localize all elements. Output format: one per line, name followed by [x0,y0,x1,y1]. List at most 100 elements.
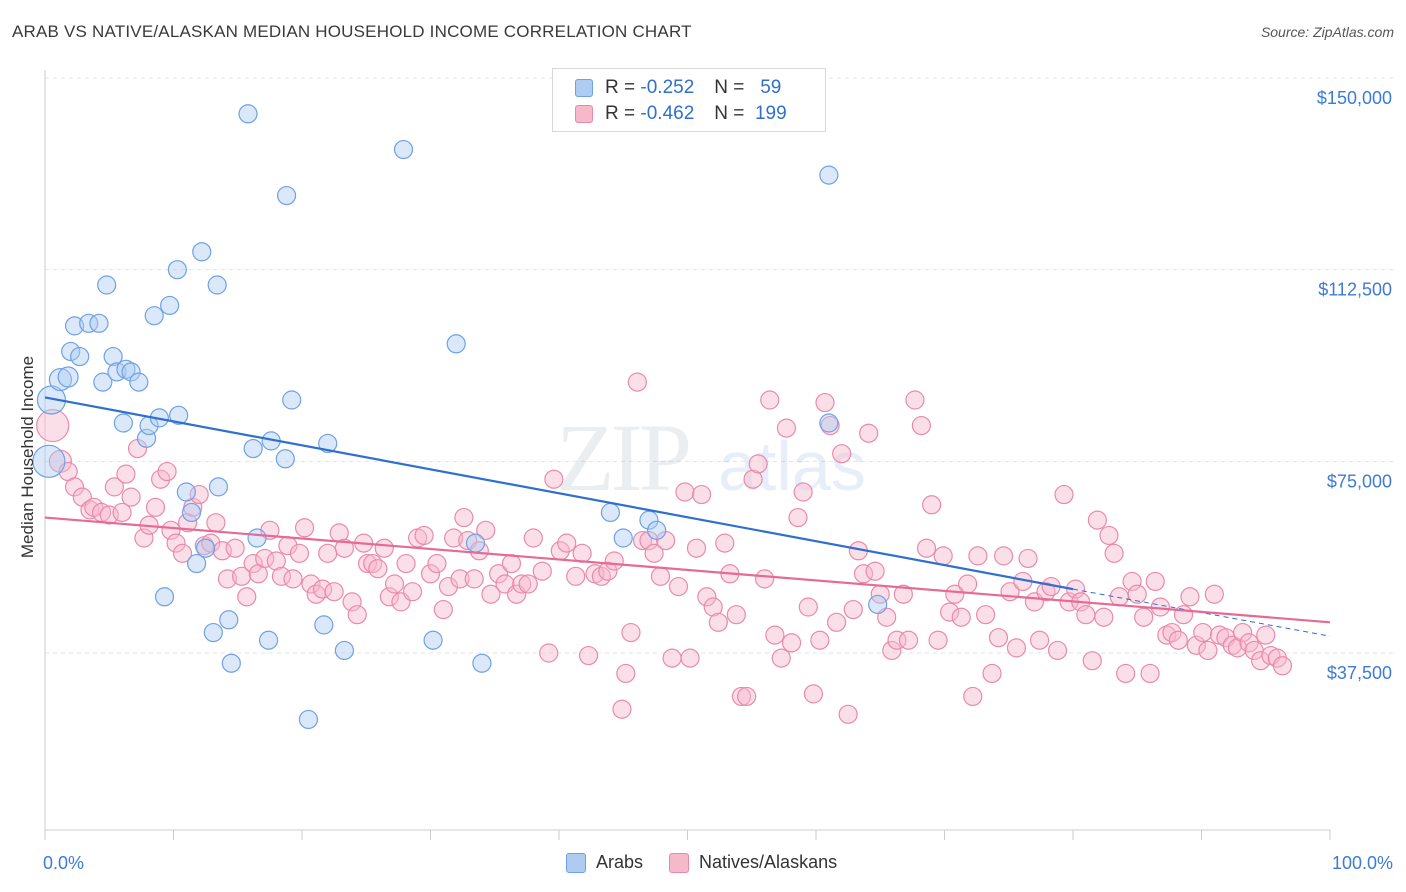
arab-point [221,653,241,673]
arab-point [314,615,334,635]
native-point [865,561,885,581]
native-point [334,538,355,558]
trend-lines [44,396,1331,637]
native-point [544,469,564,489]
native-point [402,582,423,602]
native-point [283,569,303,589]
native-point [1198,640,1218,661]
native-point [121,487,141,507]
native-point [532,561,552,581]
native-point [1127,584,1147,604]
legend-row-arabs: R = -0.252 N = 59 [575,76,781,100]
arab-point [57,366,79,388]
arab-point [207,275,227,295]
native-point [1251,651,1271,671]
native-point [318,543,338,563]
native-point [225,538,245,558]
arab-point [116,359,136,379]
legend-row-natives: R = -0.462 N = 199 [575,102,787,126]
native-point [232,566,252,586]
native-point [1180,587,1200,607]
arab-point [93,372,113,392]
native-point [438,576,459,597]
native-point [104,477,124,497]
native-point [1173,605,1194,625]
legend-n-label: N = [714,77,745,98]
arab-point [89,313,109,333]
legend-n-label: N = [714,103,745,124]
native-point [476,520,496,540]
native-point [1047,640,1068,661]
arab-point [318,433,338,454]
native-point [754,569,775,589]
native-point [765,625,785,645]
legend-item-natives[interactable]: Natives/Alaskans [669,852,837,873]
arab-point [465,533,486,553]
native-point [178,513,198,533]
native-point [1087,510,1108,530]
native-point [662,648,682,668]
native-point [1222,635,1242,655]
native-point [481,584,501,604]
arab-point [282,390,302,410]
native-point [810,630,830,650]
native-point [539,643,559,663]
legend-swatch-arabs [566,852,586,873]
native-point [788,507,808,528]
native-point [1140,663,1160,684]
arab-point [819,165,839,185]
native-point [771,648,791,668]
native-point [1006,638,1027,658]
native-point [905,390,925,410]
native-point [312,579,333,599]
native-point [627,372,647,392]
y-axis-label: Median Household Income [18,356,37,558]
arab-point [64,316,85,336]
native-point [206,513,226,533]
legend-label-natives: Natives/Alaskans [699,852,838,872]
legend-r-label: R = [605,77,636,98]
native-point [444,528,464,548]
native-point [598,561,618,581]
y-tick-label: $75,000 [1327,471,1392,491]
native-point [255,548,275,569]
native-point [882,640,902,661]
native-point [982,663,1002,684]
native-point [64,477,85,497]
watermark-zip: ZIP [556,404,689,511]
arab-point [154,587,175,607]
native-point [621,622,641,643]
native-point [632,530,653,551]
arab-point [334,640,355,661]
native-point [566,566,586,586]
arab-point [48,367,73,392]
native-point [151,469,171,489]
arab-point [613,528,633,548]
legend-label-arabs: Arabs [596,852,644,872]
legend-n-value: 199 [754,103,787,124]
arab-point [868,594,888,615]
x-tick-label: 0.0% [43,853,84,873]
x-tick-label: 100.0% [1332,853,1393,873]
arab-point [423,630,443,650]
native-point [859,423,879,443]
native-point [414,525,434,546]
native-point [1099,525,1119,546]
legend-swatch-arabs [575,79,593,97]
native-point [1104,543,1124,563]
legend-item-arabs[interactable]: Arabs [566,852,643,873]
watermark: ZIP atlas [556,404,866,511]
y-tick-label: $112,500 [1318,280,1392,300]
arab-point [298,709,319,730]
native-point [933,546,953,566]
native-point [776,418,797,438]
native-point [145,497,166,517]
native-point [591,566,612,586]
native-point [838,704,858,724]
arab-point [196,538,216,558]
correlation-legend: R = -0.252 N = 59 R = -0.462 N = 199 [552,68,826,132]
native-point [726,605,746,625]
native-point [988,628,1009,648]
tick-labels: $37,500 $75,000 $112,500 $150,000 0.0% 100.0% [43,88,1393,873]
arab-point [600,502,621,523]
